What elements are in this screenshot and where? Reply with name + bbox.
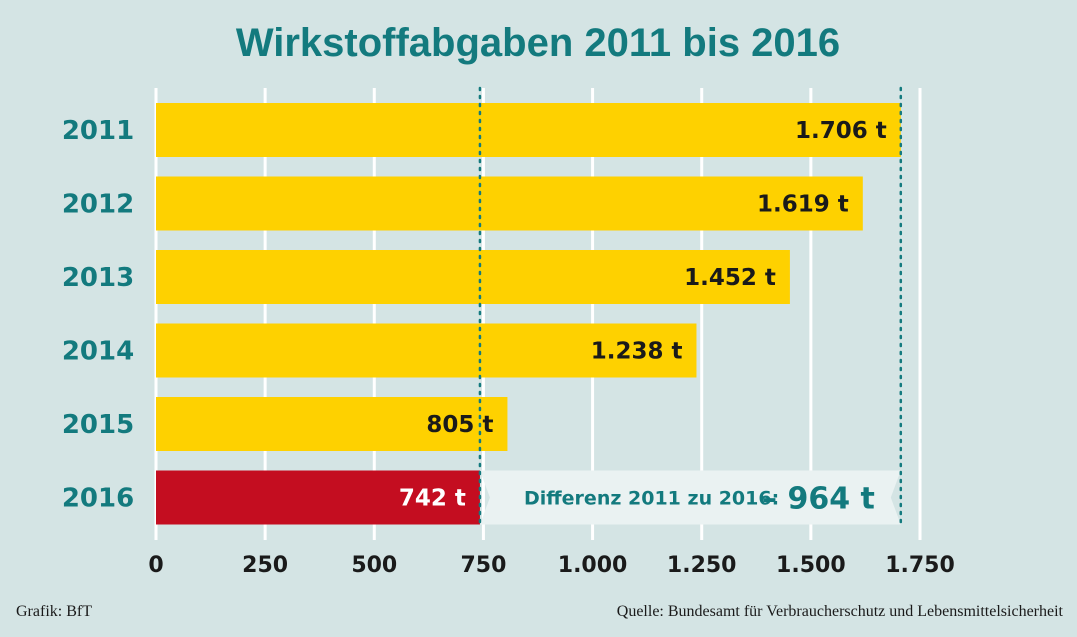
bar — [156, 176, 863, 231]
category-label: 2015 — [62, 410, 134, 440]
chart-title: Wirkstoffabgaben 2011 bis 2016 — [236, 21, 840, 65]
y-axis-categories: 2011 2012 2013 2014 2015 2016 — [62, 116, 134, 514]
x-tick-label: 250 — [242, 553, 288, 578]
bar — [156, 103, 901, 157]
x-tick-label: 1.500 — [776, 553, 846, 578]
bar — [156, 397, 508, 451]
category-label: 2012 — [62, 190, 134, 220]
difference-annotation: Differenz 2011 zu 2016:– 964 t — [479, 470, 901, 525]
x-tick-label: 500 — [351, 553, 397, 578]
credit-text: Grafik: BfT — [16, 603, 92, 620]
x-tick-label: 0 — [148, 553, 163, 578]
category-label: 2016 — [62, 484, 134, 514]
annotation-band — [479, 470, 901, 525]
reference-lines — [478, 86, 903, 530]
x-tick-label: 1.000 — [558, 553, 628, 578]
data-label: 1.706 t — [795, 118, 887, 144]
bars: 1.706 t 1.619 t 1.452 t 1.238 t 805 t 742 t — [156, 103, 901, 525]
grid-lines — [154, 88, 922, 540]
x-tick-label: 1.750 — [885, 553, 955, 578]
category-label: 2013 — [62, 263, 134, 293]
data-label: 805 t — [426, 412, 493, 438]
data-label: 1.238 t — [591, 339, 683, 365]
annotation-value: – 964 t — [762, 482, 875, 517]
data-label: 742 t — [399, 486, 466, 512]
source-text: Quelle: Bundesamt für Verbraucherschutz … — [616, 603, 1063, 620]
x-tick-label: 1.250 — [667, 553, 737, 578]
bar — [156, 250, 790, 304]
x-tick-label: 750 — [460, 553, 506, 578]
data-label: 1.619 t — [757, 192, 849, 218]
data-label: 1.452 t — [684, 265, 776, 291]
category-label: 2011 — [62, 116, 134, 146]
annotation-text: Differenz 2011 zu 2016: — [524, 488, 779, 510]
bar — [156, 323, 697, 378]
category-label: 2014 — [62, 337, 134, 367]
bar — [156, 470, 480, 525]
x-axis: 0 250 500 750 1.000 1.250 1.500 1.750 — [148, 553, 954, 578]
